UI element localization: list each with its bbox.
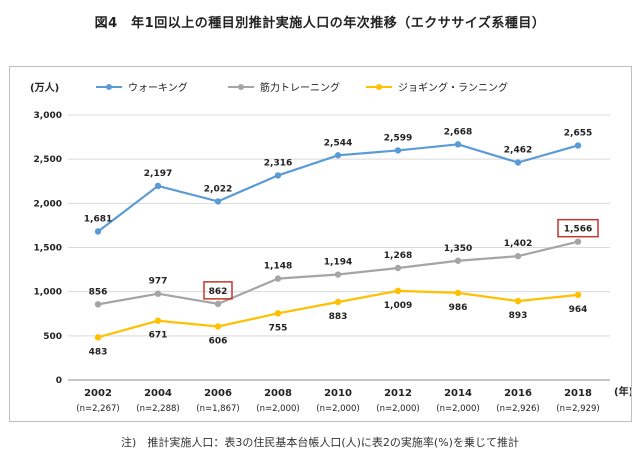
data-point	[394, 147, 402, 154]
data-label: 893	[509, 311, 528, 321]
highlight-box	[203, 281, 233, 300]
legend-marker-0	[106, 84, 112, 90]
y-tick-label: 3,000	[34, 111, 62, 121]
figure-title: 図4 年1回以上の種目別推計実施人口の年次推移（エクササイズ系種目）	[94, 16, 546, 31]
data-label: 606	[209, 336, 228, 346]
data-point	[574, 142, 582, 149]
x-sample-size-label: (n=2,929)	[556, 404, 599, 414]
data-point	[274, 275, 282, 282]
data-point	[214, 198, 222, 205]
x-tick-label: 2018	[564, 388, 592, 399]
data-point	[274, 310, 282, 317]
x-axis-unit-label: (年)	[614, 385, 631, 398]
data-label: 1,566	[564, 225, 592, 235]
data-label: 2,655	[564, 128, 592, 138]
y-tick-label: 500	[43, 332, 62, 342]
data-label: 1,681	[84, 215, 112, 225]
highlight-box	[557, 218, 599, 238]
data-label: 671	[149, 331, 168, 341]
data-label: 977	[149, 277, 168, 287]
chart-frame: 0 500 1,000 1,500 2,000 2,500 3,000 (万人) (年) 2002…	[9, 66, 633, 422]
y-tick-label: 2,500	[34, 155, 62, 165]
legend-marker-1	[238, 84, 244, 90]
data-label: 483	[89, 347, 108, 357]
x-sample-size-label: (n=2,926)	[496, 404, 539, 414]
data-label: 2,599	[384, 133, 412, 143]
data-label: 2,316	[264, 158, 292, 168]
data-point	[334, 152, 342, 159]
data-point	[514, 297, 522, 305]
data-point	[94, 334, 102, 341]
x-sample-size-label: (n=2,288)	[136, 404, 179, 414]
data-point	[94, 228, 102, 235]
data-point	[154, 317, 162, 324]
y-tick-label: 1,000	[34, 288, 62, 298]
x-sample-size-label: (n=2,000)	[376, 404, 419, 414]
legend-label: 筋力トレーニング	[260, 81, 340, 94]
data-label: 755	[269, 323, 288, 333]
data-point	[454, 257, 462, 264]
legend-label: ジョギング・ランニング	[398, 81, 508, 94]
data-point	[394, 287, 402, 295]
x-sample-size-label: (n=2,000)	[256, 404, 299, 414]
data-point	[454, 289, 462, 297]
data-label: 1,194	[324, 258, 352, 268]
data-label: 2,462	[504, 146, 532, 156]
x-tick-label: 2006	[204, 388, 232, 399]
data-label: 2,022	[204, 184, 232, 194]
data-label: 862	[209, 287, 228, 297]
data-label: 1,350	[444, 244, 472, 254]
data-label: 883	[329, 312, 348, 322]
x-sample-size-label: (n=2,000)	[436, 404, 479, 414]
x-tick-label: 2008	[264, 388, 292, 399]
data-point	[574, 291, 582, 299]
y-tick-label: 0	[56, 376, 62, 386]
data-label: 2,544	[324, 138, 352, 148]
legend-label: ウォーキング	[128, 81, 188, 94]
data-label: 986	[449, 303, 468, 313]
data-point	[394, 264, 402, 272]
data-point	[514, 252, 522, 260]
data-label: 2,197	[144, 169, 172, 179]
x-tick-label: 2004	[144, 388, 172, 399]
data-point	[334, 271, 342, 278]
x-tick-label: 2012	[384, 388, 412, 399]
data-label: 2,668	[444, 127, 472, 137]
x-sample-size-label: (n=1,867)	[196, 404, 239, 414]
data-point	[274, 172, 282, 179]
legend-marker-2	[376, 84, 382, 90]
data-point	[214, 300, 222, 308]
y-tick-label: 2,000	[34, 199, 62, 209]
data-point	[214, 323, 222, 330]
y-axis-unit-label: (万人)	[30, 81, 59, 94]
data-point	[454, 141, 462, 148]
line-chart: 0 500 1,000 1,500 2,000 2,500 3,000 (万人) (年) 2002…	[30, 81, 633, 414]
data-label: 1,009	[384, 301, 412, 311]
x-tick-label: 2002	[84, 388, 112, 399]
data-point	[154, 290, 162, 297]
x-tick-label: 2016	[504, 388, 532, 399]
data-point	[514, 159, 522, 166]
data-point	[574, 238, 582, 245]
data-label: 856	[89, 287, 108, 297]
y-tick-label: 1,500	[34, 244, 62, 254]
x-sample-size-label: (n=2,000)	[316, 404, 359, 414]
x-tick-label: 2014	[444, 388, 472, 399]
data-point	[154, 182, 162, 190]
data-label: 964	[569, 305, 588, 315]
x-sample-size-label: (n=2,267)	[76, 404, 119, 414]
data-label: 1,148	[264, 262, 292, 272]
data-label: 1,402	[504, 239, 532, 249]
x-tick-label: 2010	[324, 388, 352, 399]
data-point	[94, 301, 102, 308]
data-label: 1,268	[384, 251, 412, 261]
figure-note: 注) 推計実施人口：表3の住民基本台帳人口(人)に表2の実施率(%)を乗じて推計	[121, 436, 519, 449]
data-point	[334, 298, 342, 306]
